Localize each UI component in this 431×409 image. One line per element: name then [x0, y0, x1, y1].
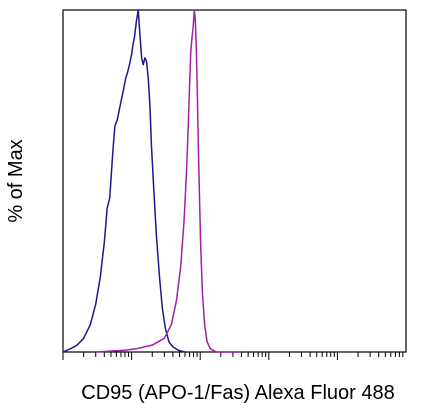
- series-layer: [62, 9, 242, 353]
- x-axis-ticks: [62, 352, 404, 360]
- histogram-series-1: [62, 9, 186, 353]
- plot-frame: [62, 9, 407, 353]
- y-axis-label: % of Max: [5, 139, 27, 222]
- x-axis-label: CD95 (APO-1/Fas) Alexa Fluor 488: [81, 382, 394, 404]
- histogram-series-2: [95, 9, 242, 353]
